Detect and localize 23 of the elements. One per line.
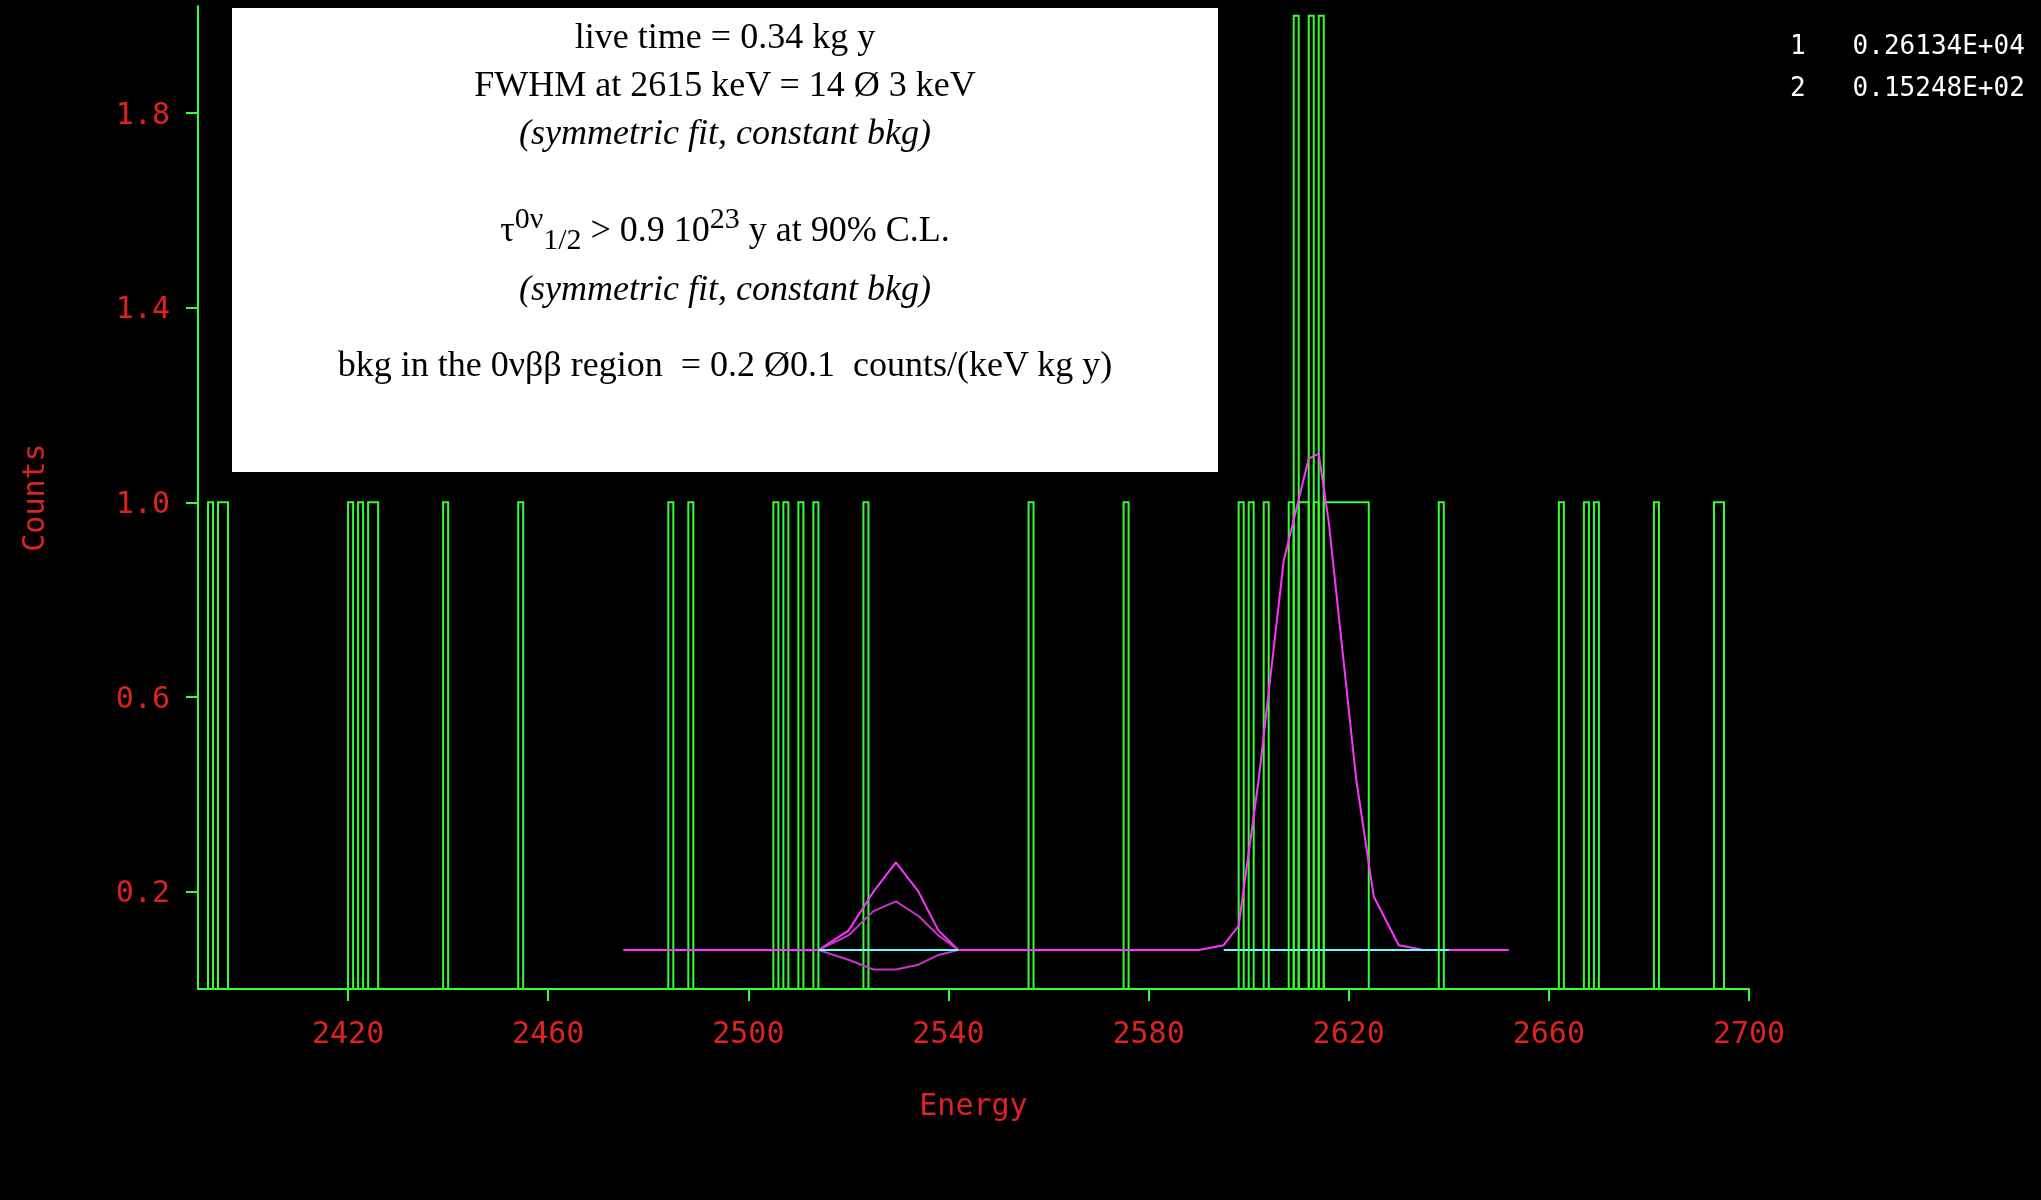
text: 2 0.15248E+02 [1790,72,2025,102]
x-tick-label: 2460 [512,1014,585,1050]
annotation: τ$^{0ν}$$_{1/2}$ > 0.9 10$^{23}$ y at 90% C.L. [499,200,951,258]
y-tick-label: 1.8 [115,95,170,131]
x-tick-label: 2620 [1312,1014,1385,1050]
x-tick-label: 2580 [1112,1014,1185,1050]
annotation: bkg in the 0νββ region = 0.2 Ø0.1 counts/(keV kg y) [336,343,1114,386]
y-tick-label: 0.2 [115,874,170,910]
annotation: (symmetric fit, constant bkg) [518,267,932,310]
x-axis-title: Energy [919,1086,1028,1122]
y-tick-label: 1.4 [115,290,170,326]
y-axis-title: Counts [15,443,51,552]
y-tick-label: 0.6 [115,679,170,715]
x-tick-label: 2420 [311,1014,385,1050]
annotation: FWHM at 2615 keV = 14 Ø 3 keV [473,63,977,106]
y-tick-label: 1.0 [115,484,170,520]
x-tick-label: 2700 [1712,1014,1786,1050]
annotation: (symmetric fit, constant bkg) [518,111,932,154]
x-tick-label: 2540 [912,1014,985,1050]
text: 1 0.26134E+04 [1790,30,2025,60]
annotation: live time = 0.34 kg y [573,15,877,58]
x-tick-label: 2660 [1512,1014,1585,1050]
x-tick-label: 2500 [712,1014,785,1050]
